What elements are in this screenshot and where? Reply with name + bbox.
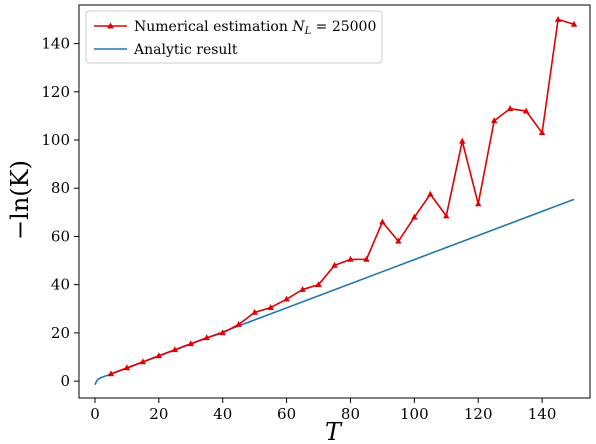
y-tick-label: 120 [41, 83, 70, 101]
y-tick-label: 80 [51, 179, 70, 197]
legend-label-numerical: Numerical estimation NL = 25000 [134, 19, 376, 37]
x-tick-label: 60 [277, 405, 296, 423]
x-axis-label: T [325, 418, 343, 444]
data-point-numerical [379, 218, 386, 225]
x-tick-label: 20 [149, 405, 168, 423]
data-point-numerical [219, 329, 226, 336]
y-tick-label: 0 [60, 372, 70, 390]
data-point-numerical [506, 105, 514, 112]
data-point-numerical [107, 370, 115, 377]
legend-marker-numerical [107, 22, 114, 29]
x-tick-label: 0 [90, 405, 100, 423]
x-tick-label: 40 [213, 405, 232, 423]
data-point-numerical [203, 334, 210, 341]
series-line-analytic [94, 198, 575, 386]
data-point-numerical [459, 137, 466, 144]
data-point-numerical [187, 340, 194, 347]
y-tick-label: 40 [51, 276, 70, 294]
data-point-numerical [554, 15, 562, 22]
legend: Numerical estimation NL = 25000 Analytic… [85, 10, 383, 64]
legend-label-analytic: Analytic result [133, 42, 238, 58]
legend-box [85, 10, 383, 64]
data-point-numerical [299, 286, 306, 292]
data-point-numerical [395, 237, 402, 244]
series-layer [94, 15, 578, 386]
x-tick-label: 80 [341, 405, 360, 423]
data-point-numerical [331, 261, 338, 268]
axes-frame [78, 4, 591, 399]
data-point-numerical [363, 255, 370, 262]
x-tick-label: 140 [528, 405, 557, 423]
data-point-numerical [283, 295, 290, 302]
series-line-numerical [110, 18, 575, 375]
data-point-numerical [267, 304, 274, 310]
x-tick-label: 100 [400, 405, 429, 423]
data-point-numerical [570, 20, 578, 27]
data-point-numerical [139, 358, 147, 365]
data-point-numerical [411, 213, 418, 220]
data-point-numerical [443, 212, 450, 219]
y-tick-label: 140 [41, 35, 70, 53]
data-point-numerical [251, 308, 258, 315]
data-point-numerical [427, 190, 434, 197]
data-point-numerical [490, 117, 498, 124]
data-point-numerical [538, 129, 546, 136]
data-point-numerical [475, 200, 482, 207]
data-point-numerical [315, 281, 322, 288]
data-point-numerical [155, 352, 163, 359]
y-tick-label: 60 [51, 227, 70, 245]
data-point-numerical [347, 255, 354, 262]
y-tick-label: 20 [51, 324, 70, 342]
data-point-numerical [171, 346, 179, 353]
x-tick-label: 120 [464, 405, 493, 423]
data-point-numerical [123, 364, 131, 371]
data-point-numerical [522, 107, 530, 114]
data-point-numerical [235, 320, 242, 327]
y-tick-label: 100 [41, 131, 70, 149]
y-axis-label: −ln(K) [6, 160, 34, 240]
axes-layer: 0 20 40 60 80 100 120 140 0 20 40 60 80 100 120 140 [41, 4, 591, 423]
